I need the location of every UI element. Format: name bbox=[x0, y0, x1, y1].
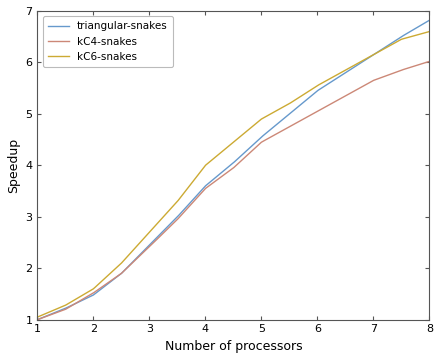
kC6-snakes bbox=[356, 60, 361, 65]
triangular-snakes bbox=[418, 24, 423, 28]
kC4-snakes bbox=[356, 86, 361, 91]
kC6-snakes bbox=[221, 148, 226, 152]
triangular-snakes bbox=[268, 127, 273, 131]
kC4-snakes bbox=[221, 173, 226, 177]
kC4-snakes bbox=[268, 135, 273, 139]
X-axis label: Number of processors: Number of processors bbox=[165, 340, 302, 353]
kC6-snakes bbox=[268, 112, 273, 116]
kC4-snakes bbox=[35, 318, 40, 322]
triangular-snakes bbox=[224, 167, 229, 171]
Line: kC6-snakes: kC6-snakes bbox=[37, 32, 429, 317]
Line: kC4-snakes: kC4-snakes bbox=[37, 61, 429, 320]
triangular-snakes bbox=[221, 169, 226, 173]
triangular-snakes bbox=[356, 62, 361, 66]
Y-axis label: Speedup: Speedup bbox=[7, 138, 20, 193]
kC6-snakes bbox=[35, 315, 40, 319]
kC6-snakes bbox=[418, 32, 423, 36]
triangular-snakes bbox=[427, 18, 432, 22]
kC4-snakes bbox=[427, 59, 432, 63]
kC6-snakes bbox=[224, 146, 229, 150]
kC6-snakes bbox=[247, 127, 252, 131]
Legend: triangular-snakes, kC4-snakes, kC6-snakes: triangular-snakes, kC4-snakes, kC6-snake… bbox=[43, 16, 173, 67]
kC4-snakes bbox=[247, 151, 252, 155]
kC6-snakes bbox=[427, 30, 432, 34]
triangular-snakes bbox=[247, 146, 252, 150]
kC4-snakes bbox=[418, 62, 423, 67]
Line: triangular-snakes: triangular-snakes bbox=[37, 20, 429, 320]
kC4-snakes bbox=[224, 171, 229, 176]
triangular-snakes bbox=[35, 318, 40, 322]
